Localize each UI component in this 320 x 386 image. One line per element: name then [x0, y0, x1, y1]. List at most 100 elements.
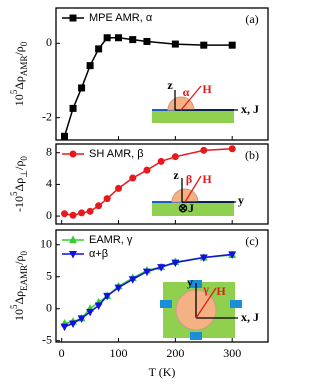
marker — [199, 254, 208, 263]
inset-label: α — [183, 85, 190, 99]
y-label-part: 10 — [12, 309, 26, 321]
y-label-part: 5 — [9, 89, 19, 94]
marker — [142, 268, 151, 277]
marker — [60, 323, 69, 332]
inset-label: x, J — [241, 102, 259, 116]
y-label-part: 5 — [9, 191, 19, 196]
marker — [103, 292, 112, 301]
y-label-part: Δρ — [12, 178, 26, 192]
marker — [228, 145, 236, 153]
marker — [86, 207, 94, 215]
y-axis-label: -105Δρ⊥/ρ0 — [9, 156, 29, 212]
marker — [115, 184, 123, 192]
field — [195, 287, 217, 319]
y-label-part: 0 — [19, 156, 29, 161]
marker — [200, 146, 208, 154]
marker — [61, 210, 69, 218]
panel-label: (b) — [245, 148, 259, 162]
legend-label: SH AMR, β — [89, 148, 144, 160]
marker — [86, 62, 94, 70]
inset-label: x, J — [241, 310, 259, 324]
marker — [129, 36, 137, 44]
marker — [200, 41, 208, 49]
y-tick-label: 0 — [46, 300, 52, 314]
marker — [86, 308, 95, 317]
marker — [69, 251, 77, 259]
x-tick-label: 0 — [59, 346, 65, 360]
inset-label: z — [173, 168, 179, 182]
marker — [69, 235, 77, 243]
panel-label: (c) — [245, 234, 258, 248]
y-label-part: /ρ — [12, 46, 26, 55]
y-label-part: -10 — [12, 196, 26, 212]
x-axis-label: T (K) — [149, 365, 176, 379]
marker — [95, 202, 103, 210]
inset-label: H — [202, 172, 212, 186]
y-tick-label: -2 — [42, 109, 52, 123]
inset-label: ⊗J — [178, 201, 194, 215]
field — [180, 85, 202, 111]
y-tick-label: 5 — [46, 268, 52, 282]
marker — [94, 302, 103, 311]
x-tick-label: 200 — [166, 346, 184, 360]
panel-label: (a) — [245, 12, 258, 26]
marker — [157, 157, 165, 165]
legend-label: MPE AMR, α — [89, 12, 153, 24]
y-label-part: AMR — [19, 56, 29, 77]
y-label-part: 5 — [9, 304, 19, 309]
marker — [115, 34, 123, 42]
marker — [129, 174, 137, 182]
pad — [160, 300, 172, 308]
marker — [78, 209, 86, 217]
y-label-part: 0 — [19, 250, 29, 255]
marker — [77, 315, 86, 323]
y-label-part: /ρ — [12, 161, 26, 170]
marker — [143, 37, 151, 45]
y-tick-label: -5 — [42, 332, 52, 346]
marker — [128, 276, 137, 284]
marker — [103, 195, 111, 203]
inset-label: H — [202, 82, 212, 96]
x-tick-label: 100 — [110, 346, 128, 360]
inset-label: H — [216, 284, 226, 298]
marker — [143, 166, 151, 174]
marker — [69, 14, 77, 22]
marker — [171, 40, 179, 48]
marker — [69, 104, 77, 112]
legend-label: α+β — [89, 248, 108, 260]
inset-label: β — [186, 172, 192, 186]
x-tick-label: 300 — [223, 346, 241, 360]
marker — [114, 284, 123, 293]
y-tick-label: 0 — [46, 35, 52, 49]
y-axis-label: 105ΔρEAMR/ρ0 — [9, 250, 29, 321]
marker — [228, 41, 236, 49]
y-axis-label: 105ΔρAMR/ρ0 — [9, 41, 29, 106]
substrate — [152, 202, 234, 216]
y-tick-label: 8 — [46, 144, 52, 158]
y-label-part: Δρ — [12, 76, 26, 90]
plot-frame — [55, 7, 269, 141]
inset-label: y — [238, 193, 244, 207]
y-label-part: EAMR — [19, 265, 29, 291]
pad — [230, 300, 242, 308]
marker — [171, 259, 180, 268]
inset-label: γ — [202, 282, 209, 296]
y-label-part: ⊥ — [19, 170, 29, 178]
plot-frame — [55, 229, 269, 343]
marker — [61, 132, 69, 140]
marker — [69, 211, 77, 219]
y-label-part: /ρ — [12, 255, 26, 264]
y-label-part: 0 — [19, 41, 29, 46]
marker — [157, 264, 166, 272]
marker — [69, 150, 77, 158]
marker — [103, 34, 111, 42]
field — [184, 175, 202, 203]
y-label-part: 10 — [12, 94, 26, 106]
marker — [78, 84, 86, 92]
y-tick-label: 10 — [40, 236, 52, 250]
y-label-part: Δρ — [12, 291, 26, 305]
inset-label: y — [187, 275, 193, 289]
legend-label: EAMR, γ — [89, 234, 133, 246]
marker — [69, 320, 78, 328]
